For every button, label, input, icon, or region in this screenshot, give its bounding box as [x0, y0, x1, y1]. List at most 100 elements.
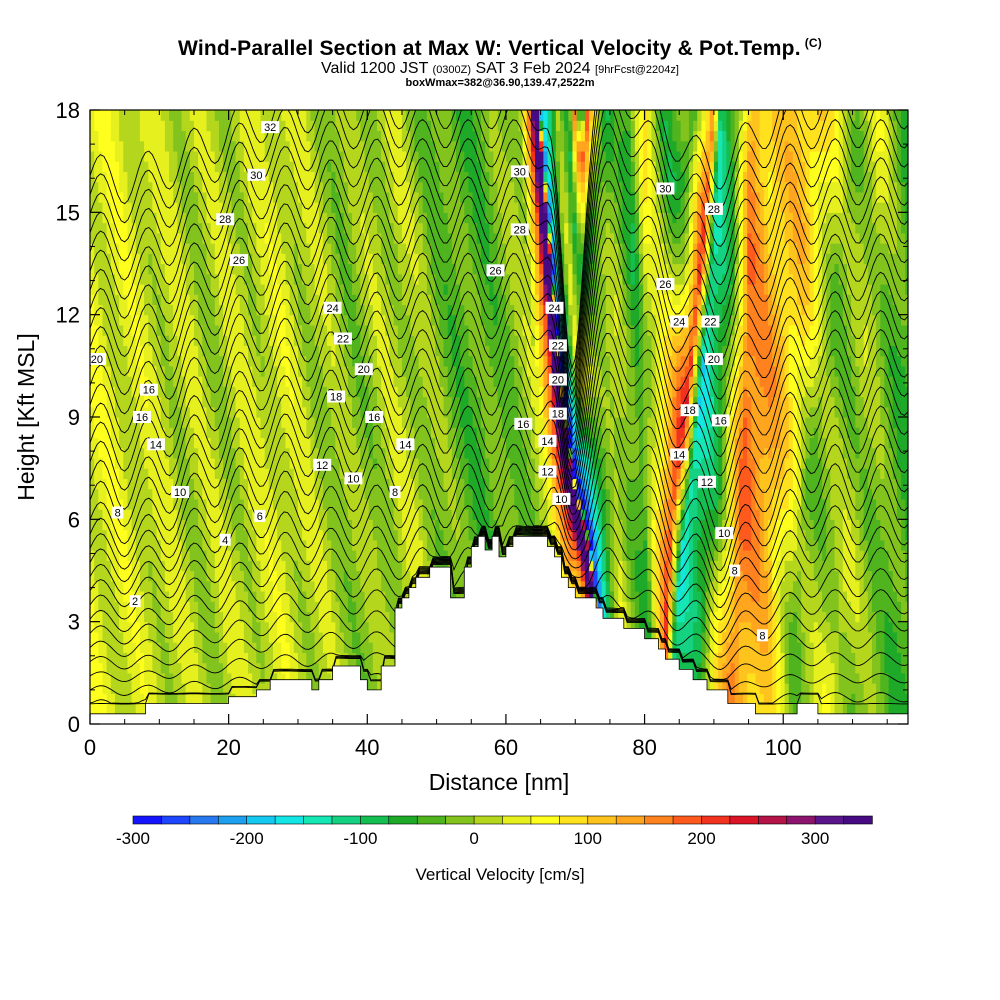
velocity-cell [322, 550, 328, 561]
velocity-cell [805, 611, 811, 623]
velocity-cell [693, 672, 698, 684]
velocity-cell [218, 662, 224, 674]
velocity-cell [439, 529, 445, 541]
velocity-cell [289, 550, 295, 561]
velocity-cell [772, 478, 777, 490]
velocity-cell [277, 570, 282, 582]
velocity-cell [630, 529, 636, 541]
velocity-cell [306, 611, 312, 623]
velocity-cell [871, 519, 877, 531]
velocity-cell [884, 631, 890, 643]
velocity-cell [185, 509, 191, 520]
velocity-cell [239, 509, 245, 520]
velocity-cell [376, 498, 382, 510]
velocity-cell [347, 621, 353, 633]
velocity-cell [339, 601, 345, 613]
velocity-cell [372, 550, 378, 561]
velocity-cell [697, 642, 703, 653]
velocity-cell [555, 539, 561, 551]
velocity-cell [223, 580, 228, 592]
velocity-cell [376, 621, 382, 633]
velocity-cell [767, 621, 773, 633]
velocity-cell [381, 601, 386, 613]
velocity-cell [135, 672, 141, 684]
velocity-cell [838, 621, 844, 633]
velocity-cell [535, 519, 540, 531]
velocity-cell [198, 590, 203, 602]
velocity-cell [805, 672, 811, 684]
velocity-cell [630, 560, 636, 572]
velocity-cell [185, 550, 191, 561]
velocity-cell [634, 621, 640, 633]
velocity-cell [489, 478, 495, 490]
velocity-cell [892, 621, 898, 633]
velocity-cell [668, 570, 673, 582]
velocity-cell [193, 519, 199, 531]
velocity-cell [422, 509, 428, 520]
velocity-cell [281, 672, 287, 684]
velocity-cell [734, 683, 740, 694]
velocity-cell [318, 529, 324, 541]
velocity-cell [90, 539, 95, 551]
velocity-cell [888, 539, 894, 551]
velocity-cell [372, 560, 378, 572]
velocity-cell [788, 468, 794, 479]
velocity-cell [385, 488, 391, 500]
velocity-cell [834, 611, 840, 623]
velocity-cell [360, 550, 366, 561]
velocity-cell [859, 560, 865, 572]
velocity-cell [776, 478, 782, 490]
velocity-cell [418, 488, 424, 500]
velocity-cell [343, 570, 349, 582]
velocity-cell [302, 601, 307, 613]
velocity-cell [310, 468, 316, 479]
velocity-cell [589, 590, 594, 602]
velocity-cell [185, 621, 191, 633]
velocity-cell [609, 488, 615, 500]
velocity-cell [285, 509, 291, 520]
velocity-cell [94, 662, 99, 674]
velocity-cell [564, 539, 569, 551]
velocity-cell [260, 478, 266, 490]
velocity-cell [426, 478, 432, 490]
velocity-cell [830, 539, 836, 551]
velocity-cell [780, 468, 786, 479]
velocity-cell [551, 529, 557, 541]
velocity-cell [622, 519, 628, 531]
velocity-cell [738, 478, 744, 490]
velocity-cell [755, 539, 761, 551]
velocity-cell [871, 488, 877, 500]
velocity-cell [318, 672, 324, 684]
velocity-cell [634, 488, 640, 500]
velocity-cell [406, 519, 411, 531]
velocity-cell [560, 570, 565, 582]
velocity-cell [289, 642, 295, 653]
velocity-cell [273, 652, 278, 664]
velocity-cell [888, 509, 894, 520]
velocity-cell [784, 580, 790, 592]
velocity-cell [501, 468, 507, 479]
velocity-cell [526, 488, 532, 500]
velocity-cell [622, 580, 628, 592]
velocity-cell [614, 590, 619, 602]
velocity-cell [847, 570, 852, 582]
velocity-cell [339, 529, 345, 541]
velocity-cell [576, 580, 582, 592]
velocity-cell [701, 601, 707, 613]
velocity-cell [514, 478, 520, 490]
velocity-cell [302, 560, 307, 572]
velocity-cell [439, 478, 445, 490]
velocity-cell [780, 693, 786, 705]
velocity-cell [239, 457, 245, 469]
velocity-cell [842, 611, 848, 623]
velocity-cell [210, 601, 216, 613]
velocity-cell [738, 683, 744, 694]
velocity-cell [767, 703, 773, 715]
velocity-cell [372, 611, 378, 623]
velocity-cell [456, 509, 461, 520]
velocity-cell [767, 601, 773, 613]
velocity-cell [580, 580, 586, 592]
velocity-cell [156, 478, 162, 490]
velocity-cell [630, 509, 636, 520]
velocity-cell [447, 509, 453, 520]
